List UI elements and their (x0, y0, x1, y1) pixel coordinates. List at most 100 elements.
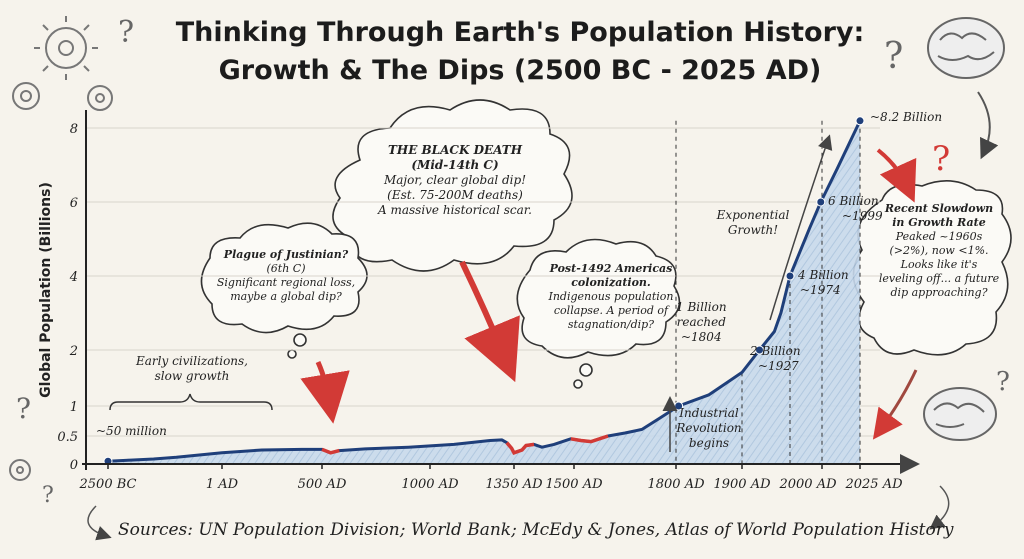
annotation-black-death: THE BLACK DEATH (Mid-14th C) Major, clea… (366, 143, 544, 218)
milestone-6-billion-year: ~1999 (842, 209, 883, 223)
svg-text:?: ? (996, 367, 1010, 397)
annotation-exponential: Exponential Growth! (706, 208, 800, 238)
bubble-shapes (200, 99, 1012, 389)
justinian-title: Plague of Justinian? (223, 248, 349, 261)
sources-note: Sources: UN Population Division; World B… (118, 520, 954, 540)
milestone-2-billion-label: 2 Billion (750, 344, 801, 358)
milestone-1-billion-year: ~1804 (680, 330, 722, 344)
milestone-6-billion: 6 Billion ~1999 (828, 194, 883, 224)
milestone-50-million: ~50 million (96, 424, 167, 438)
data-point-5 (855, 116, 865, 126)
svg-text:?: ? (16, 392, 31, 425)
americas-title2: colonization. (571, 276, 651, 289)
slowdown-line4: leveling off... a future (878, 272, 1000, 285)
y-tick-label-4: 4 (69, 270, 78, 285)
y-tick-label-6: 8 (70, 122, 78, 137)
slowdown-title: Recent Slowdown (884, 202, 994, 215)
justinian-line3: maybe a global dip? (230, 290, 342, 303)
question-mark-icon: ? ? ? ? ? ? (16, 15, 1010, 508)
milestone-1-billion: 1 Billion reached ~1804 (676, 300, 727, 345)
arrow-justinian (300, 360, 350, 424)
annotation-americas: Post-1492 Americas colonization. Indigen… (530, 262, 692, 332)
arrow-slowdown (876, 148, 917, 203)
x-tick-label-9: 2025 AD (844, 477, 903, 492)
industrial-line2: Revolution (676, 421, 742, 435)
milestone-4-billion: 4 Billion ~1974 (798, 268, 849, 298)
svg-text:?: ? (42, 483, 54, 508)
early-line2: slow growth (154, 369, 230, 383)
justinian-line1: (6th C) (266, 262, 306, 275)
data-point-4 (816, 197, 826, 207)
arrow-future-dip (872, 369, 918, 440)
arrow-sources-left (87, 505, 112, 541)
gear-icon-bottom (9, 459, 31, 481)
slowdown-line2: (>2%), now <1%. (889, 244, 989, 257)
early-brace (109, 393, 273, 411)
y-tick-label-0: 0 (70, 458, 78, 473)
exponential-line2: Growth! (727, 223, 779, 237)
americas-line2: collapse. A period of (553, 304, 669, 317)
justinian-line2: Significant regional loss, (216, 276, 356, 289)
data-point-3 (785, 271, 795, 281)
industrial-line1: Industrial (679, 406, 739, 420)
arrow-sources-right (929, 485, 950, 530)
milestone-4-billion-year: ~1974 (800, 283, 841, 297)
svg-text:?: ? (932, 139, 950, 179)
dip-justinian (321, 447, 340, 455)
annotation-justinian: Plague of Justinian? (6th C) Significant… (212, 248, 360, 304)
early-line1: Early civilizations, (136, 354, 248, 368)
arrow-brain (977, 91, 999, 160)
annotation-early: Early civilizations, slow growth (112, 354, 272, 384)
black-death-period: (Mid-14th C) (411, 158, 499, 172)
black-death-line2: (Est. 75-200M deaths) (387, 188, 523, 202)
x-tick-label-8: 2000 AD (778, 477, 837, 492)
y-tick-label-1: 0.5 (57, 430, 78, 445)
slowdown-line1: Peaked ~1960s (895, 230, 983, 243)
dip-americas (570, 434, 609, 444)
x-tick-label-7: 1900 AD (713, 477, 771, 492)
americas-line1: Indigenous population (548, 290, 674, 303)
annotation-slowdown: Recent Slowdown in Growth Rate Peaked ~1… (876, 202, 1002, 300)
area-fill (108, 120, 860, 465)
milestone-6-billion-label: 6 Billion (828, 194, 879, 208)
slowdown-title2: in Growth Rate (892, 216, 986, 229)
y-tick-label-3: 2 (69, 344, 78, 359)
milestone-4-billion-label: 4 Billion (798, 268, 849, 282)
black-death-line3: A massive historical scar. (377, 203, 532, 217)
exponential-line1: Exponential (716, 208, 790, 222)
x-tick-label-5: 1500 AD (545, 477, 603, 492)
y-tick-label-2: 1 (70, 400, 78, 415)
milestone-2-billion-year: ~1927 (758, 359, 799, 373)
x-tick-label-2: 500 AD (298, 477, 347, 492)
annotation-industrial: Industrial Revolution begins (676, 406, 742, 451)
milestone-8-2-billion: ~8.2 Billion (870, 110, 943, 124)
bubble-americas (516, 238, 681, 359)
svg-text:?: ? (118, 15, 134, 50)
chart-title: Thinking Through Earth's Population Hist… (150, 14, 890, 90)
x-tick-label-0: 2500 BC (79, 477, 137, 492)
slowdown-line3: Looks like it's (900, 258, 978, 271)
black-death-title: THE BLACK DEATH (387, 143, 523, 157)
industrial-line3: begins (688, 436, 730, 450)
arrow-exponential (769, 134, 833, 321)
svg-text:?: ? (884, 36, 903, 77)
x-tick-label-6: 1800 AD (647, 477, 705, 492)
dip-black-death (505, 441, 535, 455)
bubble-justinian (200, 222, 368, 334)
y-axis-label: Global Population (Billions) (38, 182, 54, 398)
x-tick-label-3: 1000 AD (401, 477, 459, 492)
y-tick-label-5: 6 (70, 196, 78, 211)
americas-title: Post-1492 Americas (549, 262, 673, 275)
slowdown-line5: dip approaching? (890, 286, 988, 299)
chart-subtitle: Growth & The Dips (2500 BC - 2025 AD) (218, 55, 822, 86)
americas-line3: stagnation/dip? (567, 318, 655, 331)
black-death-line1: Major, clear global dip! (383, 173, 527, 187)
x-tick-label-4: 1350 AD (485, 477, 543, 492)
arrow-black-death (459, 260, 520, 383)
milestone-2-billion: 2 Billion ~1927 (750, 344, 801, 374)
data-point-2 (755, 345, 765, 355)
milestone-1-billion-reached: reached (676, 315, 726, 329)
milestone-1-billion-label: 1 Billion (676, 300, 727, 314)
gear-icon (12, 16, 113, 111)
